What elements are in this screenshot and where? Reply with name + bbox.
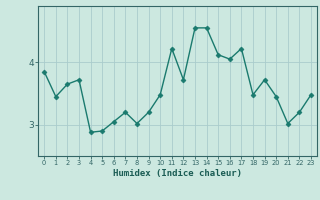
X-axis label: Humidex (Indice chaleur): Humidex (Indice chaleur)	[113, 169, 242, 178]
